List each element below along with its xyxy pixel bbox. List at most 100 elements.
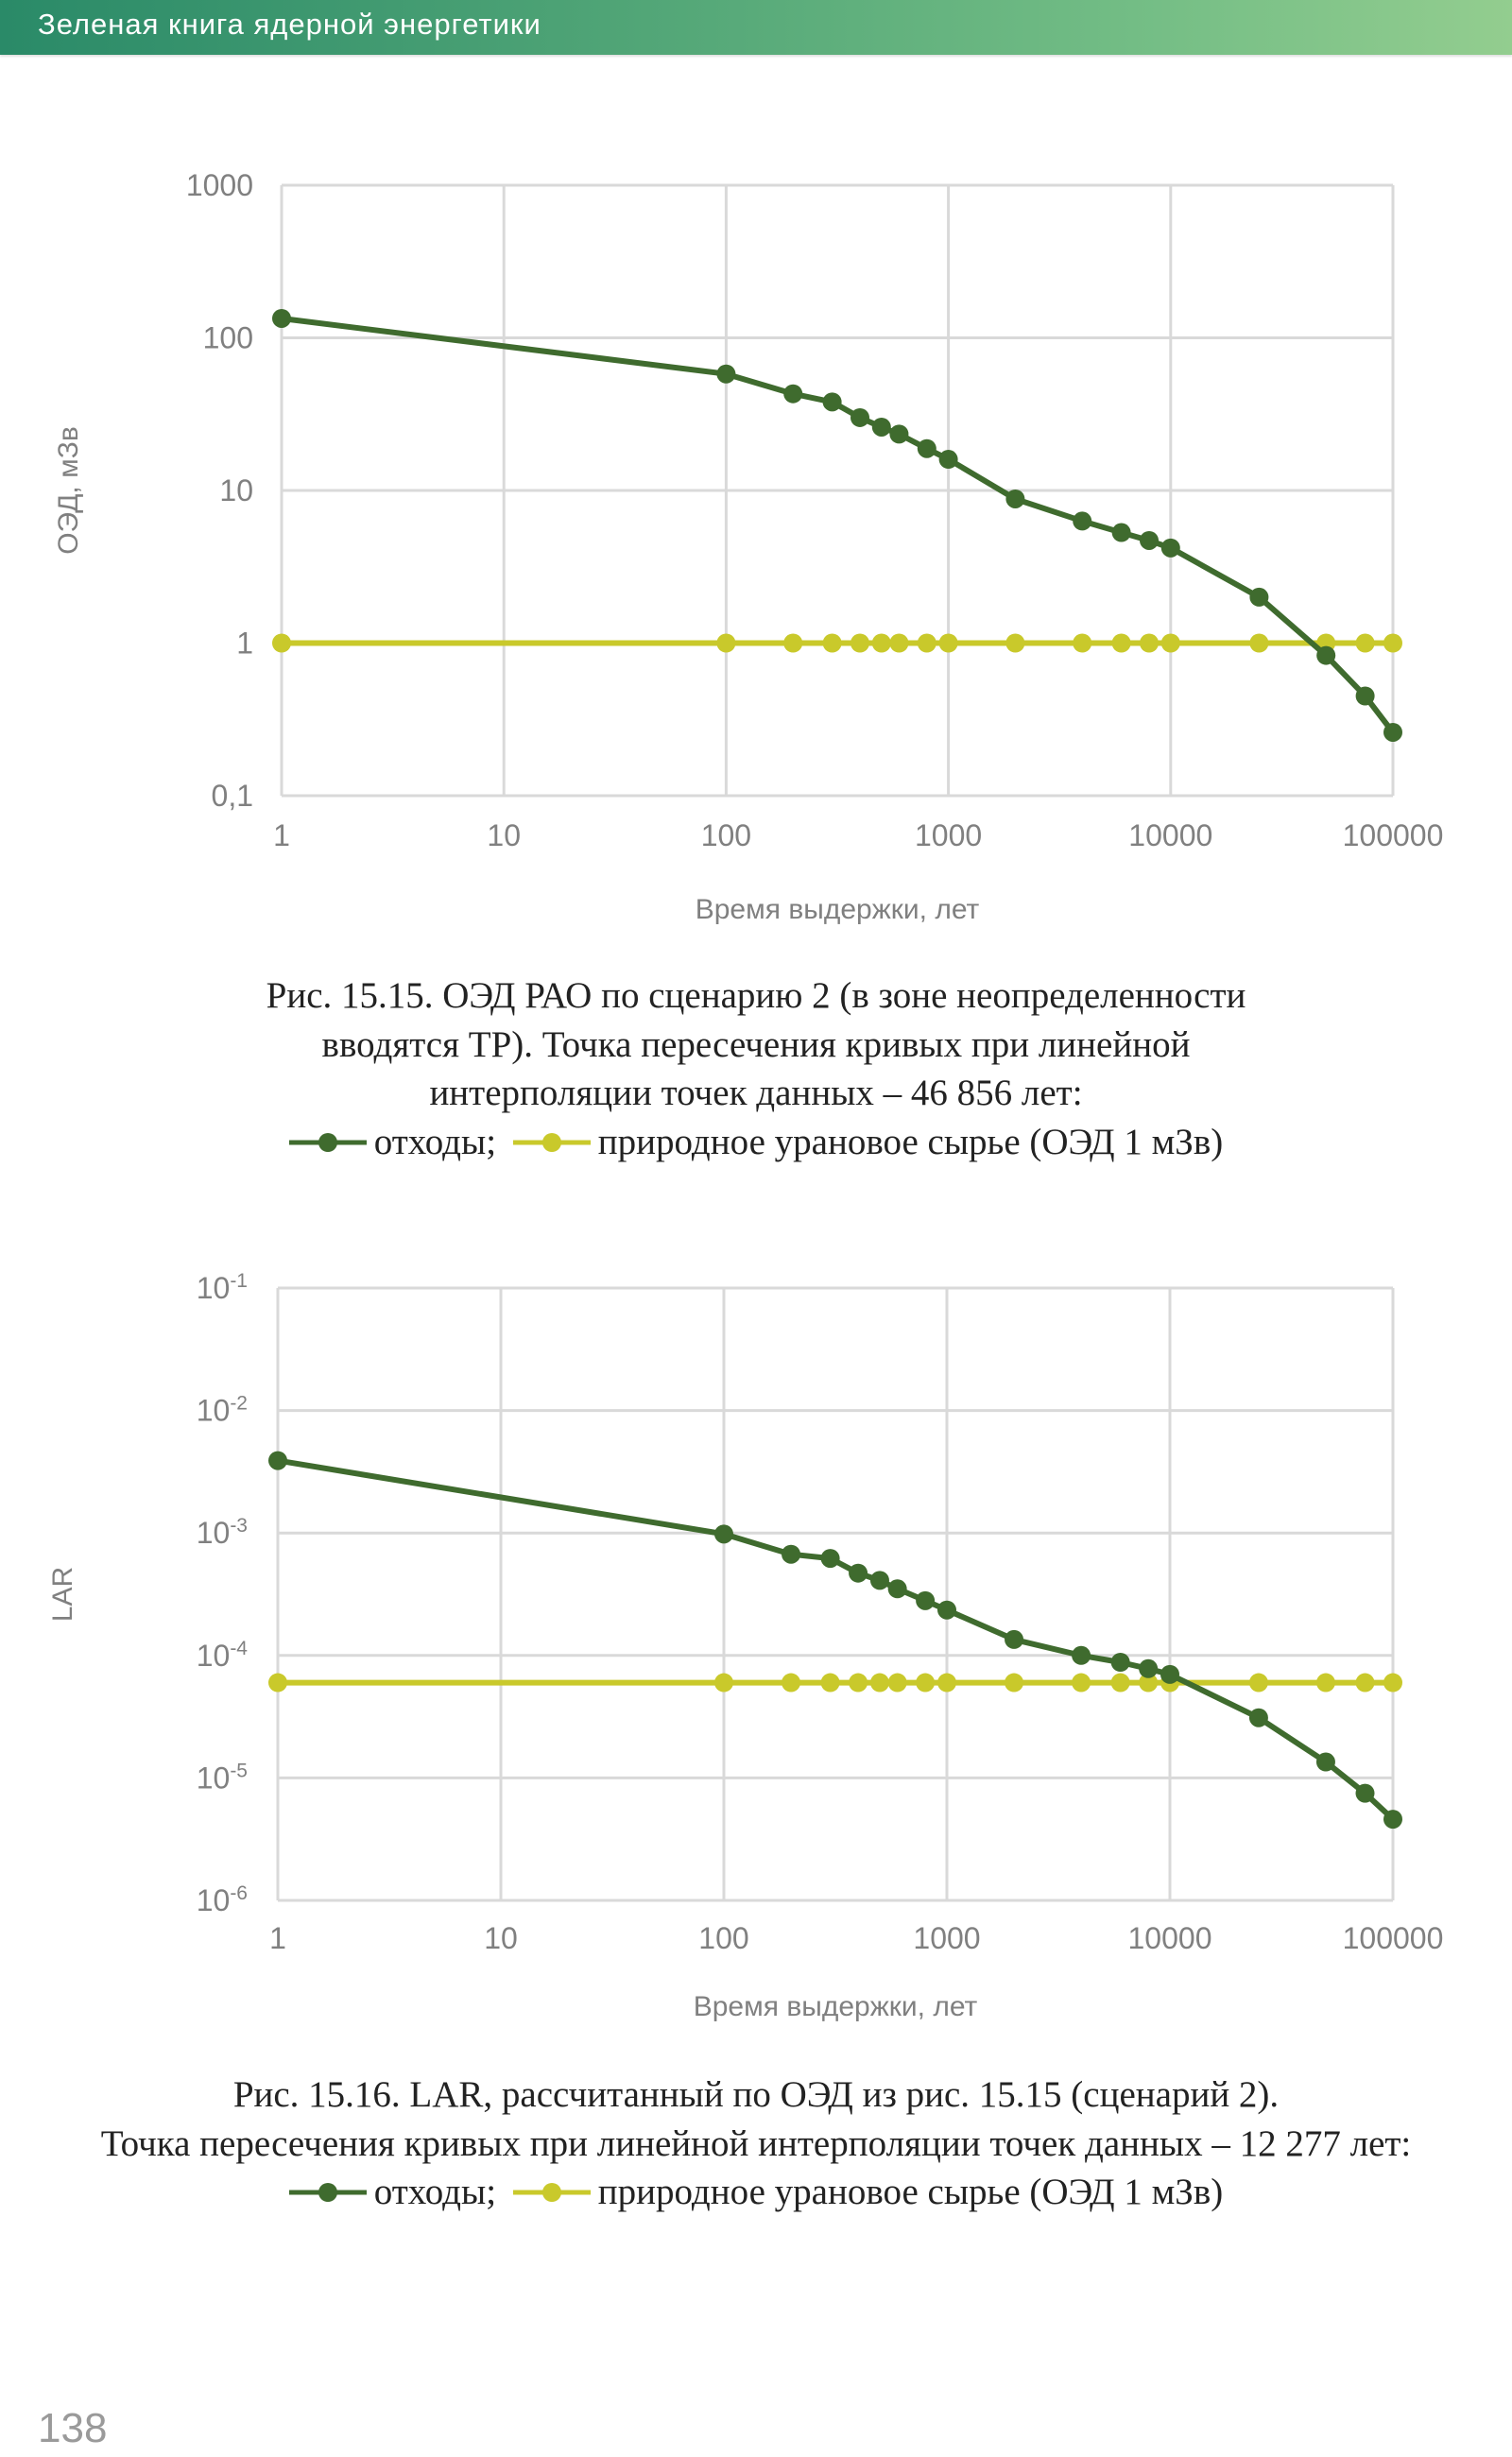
data-point-uranium [1355,1673,1375,1692]
legend-uranium-label: природное урановое сырье (ОЭД 1 мЗв) [597,2172,1224,2213]
data-point-waste [1248,1708,1268,1727]
y-tick-label: 10-5 [197,1760,248,1795]
legend-item-waste: отходы; [288,1118,496,1167]
data-point-uranium [822,633,842,653]
data-point-waste [1160,538,1180,558]
data-point-waste [850,407,870,427]
caption-line: Рис. 15.16. LAR, рассчитанный по ОЭД из … [232,2074,1280,2115]
running-header: Зеленая книга ядерной энергетики [0,0,1512,55]
data-point-uranium [272,633,291,653]
x-tick-label: 1 [269,1921,286,1955]
data-point-waste [1249,587,1269,607]
data-point-waste [917,438,936,458]
x-tick-label: 1000 [915,818,982,852]
data-point-uranium [849,1673,868,1692]
data-point-uranium [716,633,736,653]
data-point-uranium [889,633,909,653]
data-point-waste [938,450,958,470]
data-point-uranium [871,633,891,653]
y-tick-label: 1000 [186,168,253,202]
data-point-waste [1383,722,1402,742]
data-point-waste [1139,1658,1159,1678]
x-tick-label: 10000 [1128,818,1212,852]
data-point-uranium [714,1673,733,1692]
data-point-waste [1355,1783,1375,1803]
legend-uranium-label: природное урановое сырье (ОЭД 1 мЗв) [597,1121,1224,1162]
x-axis-title: Время выдержки, лет [696,894,980,925]
data-point-uranium [1072,1673,1091,1692]
caption-legend: отходы; природное урановое сырье (ОЭД 1 … [0,1118,1512,1167]
series-line-waste [277,1457,1396,1822]
x-tick-label: 10 [487,818,521,852]
data-point-waste [716,364,736,384]
data-point-uranium [1139,1673,1159,1692]
data-point-waste [1355,686,1375,706]
caption-line: Точка пересечения кривых при линейной ин… [100,2122,1412,2164]
x-tick-label: 100000 [1343,1921,1444,1955]
data-point-waste [820,1549,840,1569]
data-point-waste [268,1451,287,1470]
data-point-waste [1072,1645,1091,1665]
figure-caption-15-15: Рис. 15.15. ОЭД РАО по сценарию 2 (в зон… [0,971,1512,1166]
data-point-uranium [850,633,870,653]
caption-line: Рис. 15.15. ОЭД РАО по сценарию 2 (в зон… [266,975,1246,1016]
data-point-uranium [869,1673,889,1692]
legend-uranium-marker-icon [512,1132,591,1152]
data-point-uranium [1005,1673,1024,1692]
page-number: 138 [38,2405,108,2451]
y-tick-label: 10-6 [197,1882,248,1917]
data-point-uranium [820,1673,840,1692]
data-point-uranium [1005,633,1025,653]
legend-item-uranium: природное урановое сырье (ОЭД 1 мЗв) [512,2168,1224,2217]
data-point-waste [887,1579,907,1599]
x-tick-label: 1 [273,818,290,852]
data-point-waste [1315,1752,1335,1772]
data-point-waste [916,1590,936,1610]
x-tick-label: 100000 [1343,818,1444,852]
data-point-waste [1110,1652,1130,1672]
data-point-waste [849,1563,868,1583]
data-point-waste [272,308,291,328]
data-point-uranium [1160,633,1180,653]
x-tick-label: 10000 [1128,1921,1212,1955]
data-point-uranium [917,633,936,653]
data-point-uranium [1110,1673,1130,1692]
y-tick-label: 100 [203,321,253,355]
y-tick-label: 0,1 [212,779,253,813]
data-point-uranium [1140,633,1160,653]
data-point-waste [1316,645,1336,665]
y-axis-title: LAR [47,1567,78,1622]
y-tick-label: 10-2 [197,1393,248,1428]
data-point-waste [714,1524,733,1544]
data-point-waste [783,384,803,404]
x-tick-label: 100 [698,1921,748,1955]
x-tick-label: 1000 [913,1921,980,1955]
legend-item-waste: отходы; [288,2168,497,2217]
legend-waste-marker-icon [288,2183,367,2202]
x-tick-label: 100 [701,818,751,852]
legend-uranium-marker-icon [512,2183,591,2202]
data-point-uranium [268,1673,287,1692]
series-line-waste [281,316,1396,734]
legend-item-uranium: природное урановое сырье (ОЭД 1 мЗв) [512,1118,1224,1167]
data-point-uranium [1073,633,1092,653]
data-point-uranium [937,1673,956,1692]
caption-legend: отходы; природное урановое сырье (ОЭД 1 … [0,2168,1512,2217]
y-tick-label: 10-3 [197,1515,248,1550]
data-point-waste [782,1544,801,1564]
data-point-waste [822,392,842,412]
data-point-uranium [1248,1673,1268,1692]
data-point-waste [937,1600,956,1620]
data-point-waste [1073,511,1092,531]
data-point-waste [1111,523,1131,542]
caption-line: вводятся ТР). Точка пересечения кривых п… [321,1023,1191,1065]
data-point-uranium [1249,633,1269,653]
y-tick-label: 1 [236,627,253,661]
data-point-waste [1383,1810,1402,1830]
y-tick-label: 10-4 [197,1638,249,1673]
x-tick-label: 10 [484,1921,518,1955]
figure-caption-15-16: Рис. 15.16. LAR, рассчитанный по ОЭД из … [0,2070,1512,2217]
data-point-uranium [783,633,803,653]
legend-waste-label: отходы; [373,2172,497,2213]
